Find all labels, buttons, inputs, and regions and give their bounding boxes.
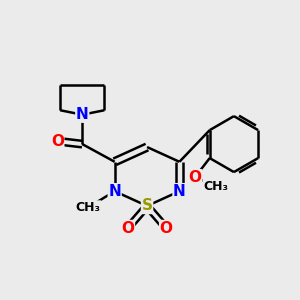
Text: CH₃: CH₃ — [203, 180, 228, 193]
Text: S: S — [142, 198, 153, 213]
Text: O: O — [51, 134, 64, 149]
Text: O: O — [188, 170, 202, 185]
Text: N: N — [173, 184, 186, 199]
Text: N: N — [108, 184, 121, 199]
Text: N: N — [76, 107, 89, 122]
Text: CH₃: CH₃ — [76, 201, 101, 214]
Text: O: O — [122, 220, 134, 236]
Text: O: O — [160, 220, 173, 236]
